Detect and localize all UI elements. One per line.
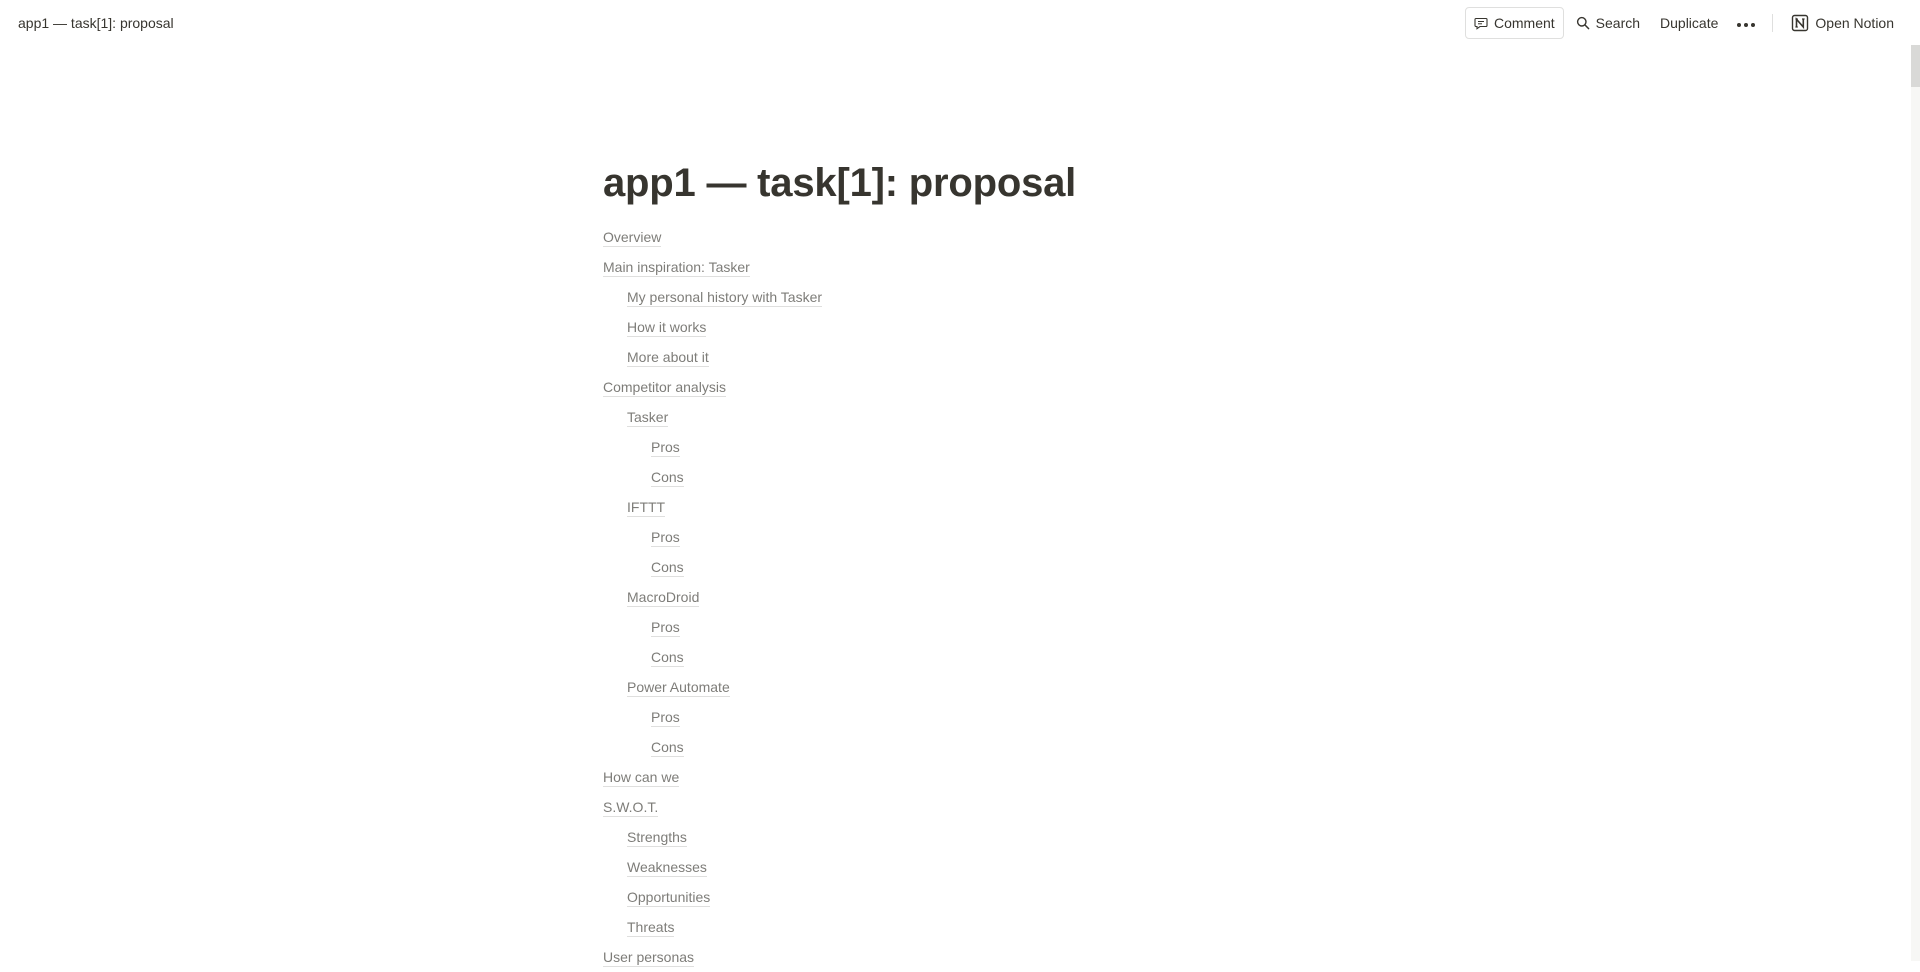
page-title: app1 — task[1]: proposal xyxy=(603,161,1077,205)
toc-link[interactable]: S.W.O.T. xyxy=(603,799,659,817)
duplicate-label: Duplicate xyxy=(1660,14,1719,31)
toc-item: Pros xyxy=(603,432,1503,462)
toc-item: User personas xyxy=(603,942,1503,972)
toc-item: Main inspiration: Tasker xyxy=(603,252,1503,282)
open-notion-button[interactable]: Open Notion xyxy=(1783,9,1902,37)
toc-item: How it works xyxy=(603,312,1503,342)
toc-link[interactable]: Cons xyxy=(651,559,684,577)
toc-item: Strengths xyxy=(603,822,1503,852)
toc-link[interactable]: MacroDroid xyxy=(627,589,700,607)
search-label: Search xyxy=(1595,14,1641,31)
toc-item: How can we xyxy=(603,762,1503,792)
toc-link[interactable]: Cons xyxy=(651,649,684,667)
toc-link[interactable]: Pros xyxy=(651,709,680,727)
toc-item: Cons xyxy=(603,462,1503,492)
toc-link[interactable]: Pros xyxy=(651,439,680,457)
toc-link[interactable]: Overview xyxy=(603,229,662,247)
toc-item: Tasker xyxy=(603,402,1503,432)
toc-item: Pros xyxy=(603,702,1503,732)
open-notion-label: Open Notion xyxy=(1815,14,1894,31)
toc-link[interactable]: More about it xyxy=(627,349,709,367)
toc-link[interactable]: How can we xyxy=(603,769,680,787)
toc-link[interactable]: Pros xyxy=(651,619,680,637)
notion-logo-icon xyxy=(1791,14,1809,32)
scrollbar-thumb[interactable] xyxy=(1911,45,1920,87)
toc-item: Competitor analysis xyxy=(603,372,1503,402)
toc-item: Power Automate xyxy=(603,672,1503,702)
toc-link[interactable]: Weaknesses xyxy=(627,859,707,877)
toc-item: S.W.O.T. xyxy=(603,792,1503,822)
toc-link[interactable]: IFTTT xyxy=(627,499,666,517)
toc-item: Weaknesses xyxy=(603,852,1503,882)
toc-link[interactable]: How it works xyxy=(627,319,707,337)
table-of-contents: Overview Main inspiration: Tasker My perso… xyxy=(603,222,1503,972)
toc-link[interactable]: Main inspiration: Tasker xyxy=(603,259,750,277)
toc-item: Threats xyxy=(603,912,1503,942)
toc-link[interactable]: Pros xyxy=(651,529,680,547)
toc-item: Cons xyxy=(603,642,1503,672)
toc-item: My personal history with Tasker xyxy=(603,282,1503,312)
breadcrumb[interactable]: app1 — task[1]: proposal xyxy=(18,14,174,31)
toc-item: Opportunities xyxy=(603,882,1503,912)
top-bar: app1 — task[1]: proposal Comment Search xyxy=(0,0,1920,45)
toc-link[interactable]: Competitor analysis xyxy=(603,379,726,397)
toc-item: IFTTT xyxy=(603,492,1503,522)
toc-item: Pros xyxy=(603,612,1503,642)
divider xyxy=(1772,13,1774,32)
comment-button[interactable]: Comment xyxy=(1464,6,1564,39)
toc-link[interactable]: Cons xyxy=(651,739,684,757)
toc-link[interactable]: Strengths xyxy=(627,829,687,847)
toc-item: Overview xyxy=(603,222,1503,252)
page-content: app1 — task[1]: proposal Overview Main in… xyxy=(603,150,1503,972)
toc-item: More about it xyxy=(603,342,1503,372)
toc-link[interactable]: Tasker xyxy=(627,409,669,427)
comment-label: Comment xyxy=(1493,14,1555,31)
header-actions: Comment Search Duplicate xyxy=(1464,6,1902,39)
toc-item: Cons xyxy=(603,732,1503,762)
toc-link[interactable]: Threats xyxy=(627,919,675,937)
search-button[interactable]: Search xyxy=(1568,9,1648,37)
toc-item: MacroDroid xyxy=(603,582,1503,612)
toc-link[interactable]: Power Automate xyxy=(627,679,730,697)
toc-link[interactable]: User personas xyxy=(603,949,695,967)
page-scrollbar[interactable] xyxy=(1911,45,1920,961)
toc-link[interactable]: Cons xyxy=(651,469,684,487)
search-icon xyxy=(1576,16,1590,30)
toc-link[interactable]: My personal history with Tasker xyxy=(627,289,823,307)
toc-item: Pros xyxy=(603,522,1503,552)
more-options-button[interactable] xyxy=(1730,9,1762,37)
toc-item: Cons xyxy=(603,552,1503,582)
comment-icon xyxy=(1474,16,1488,30)
duplicate-button[interactable]: Duplicate xyxy=(1652,9,1726,37)
toc-link[interactable]: Opportunities xyxy=(627,889,711,907)
more-dots-icon xyxy=(1736,15,1756,31)
